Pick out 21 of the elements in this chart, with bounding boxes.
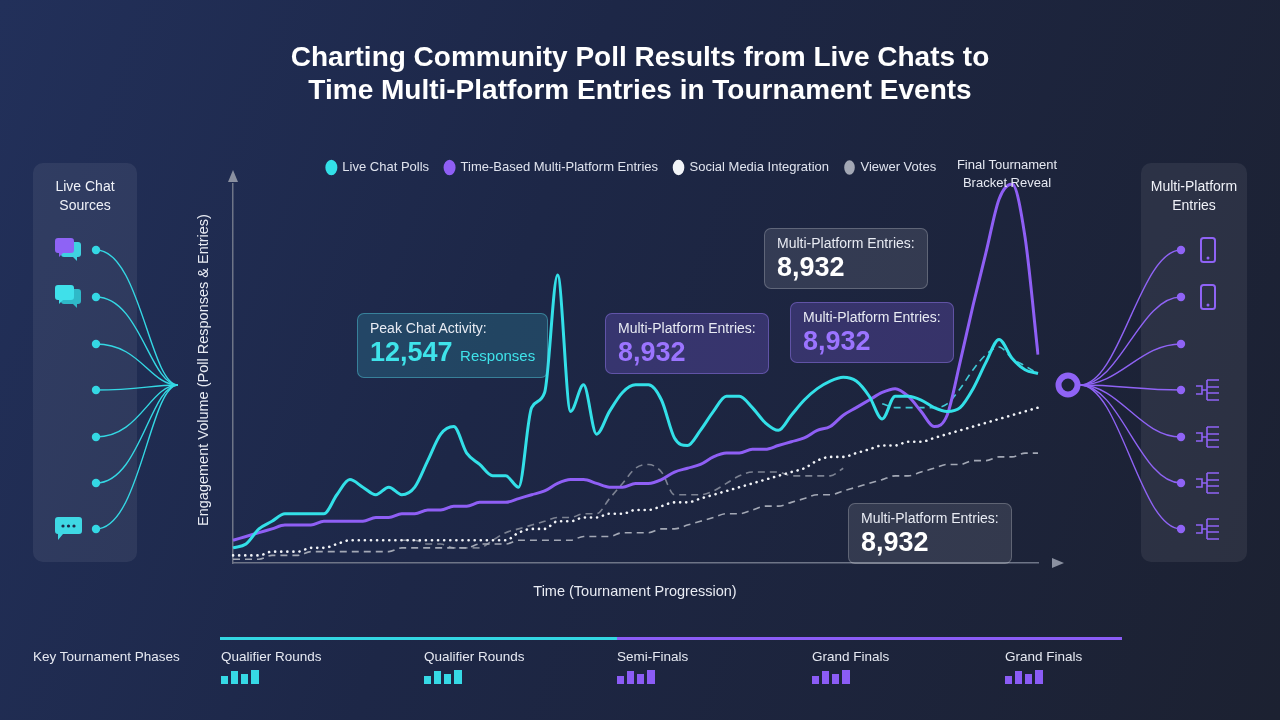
text: Grand Finals (1005, 648, 1083, 665)
text: Key Tournament Phases (33, 648, 180, 665)
legend-label: Live Chat Polls (342, 159, 430, 175)
annotation: Multi-Platform Entries: 8,932 (803, 309, 941, 356)
legend-label: Time-Based Multi-Platform Entries (460, 159, 659, 175)
text: Multi-Platform Entries (1149, 177, 1239, 215)
chart-title: Charting Community Poll Results from Live Chats to Time Multi-Platform Entries in Tournament Events (289, 40, 991, 106)
annotation: Multi-Platform Entries: 8,932 (618, 320, 756, 367)
text: Qualifier Rounds (424, 648, 525, 665)
x-axis-title: Time (Tournament Progression) (532, 583, 738, 599)
text: Grand Finals (812, 648, 890, 665)
annotation: Peak Chat Activity: 12,547 Responses (370, 320, 536, 367)
legend-label: Social Media Integration (689, 159, 830, 175)
annotation: Final Tournament Bracket Reveal (955, 156, 1059, 192)
annotation: Multi-Platform Entries: 8,932 (777, 235, 915, 282)
text: Semi-Finals (617, 648, 689, 665)
legend-label: Viewer Votes (860, 159, 937, 175)
text: Qualifier Rounds (221, 648, 322, 665)
annotation: Multi-Platform Entries: 8,932 (861, 510, 999, 557)
text: Live Chat Sources (54, 177, 116, 215)
y-axis-title: Engagement Volume (Poll Responses & Entries) (194, 213, 212, 528)
